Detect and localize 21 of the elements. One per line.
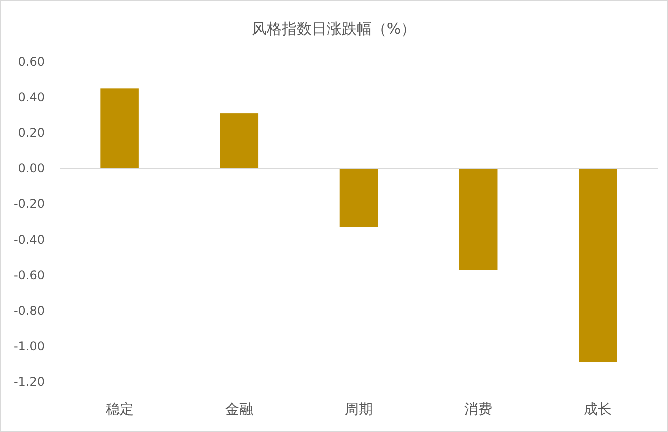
x-tick-label: 消费 — [464, 402, 493, 418]
y-tick-label: -0.40 — [14, 232, 45, 247]
bar — [220, 114, 259, 169]
bar — [459, 168, 498, 270]
x-tick-label: 成长 — [584, 402, 612, 418]
y-tick-label: 0.20 — [18, 126, 45, 140]
y-tick-label: 0.00 — [18, 162, 45, 176]
chart-title: 风格指数日涨跌幅（%） — [252, 20, 416, 38]
y-tick-label: -1.00 — [14, 339, 45, 354]
x-tick-label: 金融 — [225, 402, 254, 418]
y-tick-label: -1.20 — [14, 375, 45, 389]
x-tick-label: 稳定 — [106, 402, 134, 418]
bar — [579, 168, 618, 362]
bar — [340, 168, 378, 228]
x-tick-label: 周期 — [345, 402, 373, 418]
y-tick-label: 0.60 — [18, 55, 45, 69]
y-tick-label: -0.20 — [14, 197, 45, 212]
y-tick-label: -0.80 — [14, 304, 45, 318]
y-tick-label: 0.40 — [18, 90, 45, 105]
y-tick-label: -0.60 — [14, 268, 45, 282]
bar — [100, 88, 139, 169]
